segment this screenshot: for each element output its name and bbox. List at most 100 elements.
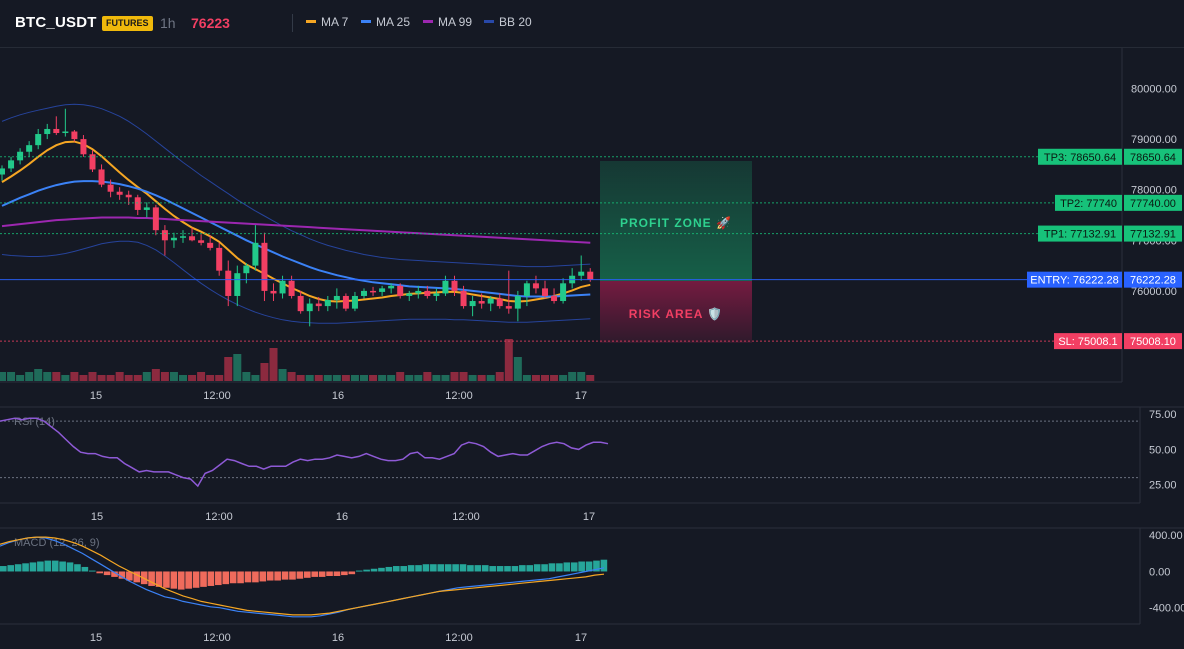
- candle-body: [551, 295, 558, 302]
- candle-body: [460, 290, 467, 307]
- macd-histogram-bar: [200, 571, 207, 587]
- candle-body: [333, 295, 340, 301]
- macd-histogram-bar: [593, 560, 600, 572]
- candle-body: [578, 271, 585, 276]
- profit-zone: [600, 161, 752, 281]
- volume-bar: [360, 375, 368, 381]
- level-price-tp2: 77740.00: [1130, 198, 1176, 210]
- candle-body: [62, 131, 69, 134]
- legend-ma7[interactable]: MA 7: [306, 15, 348, 29]
- macd-histogram-bar: [563, 562, 571, 572]
- legend-ma25[interactable]: MA 25: [361, 15, 410, 29]
- level-tag-entry: ENTRY: 76222.28: [1030, 275, 1118, 287]
- candle-body: [478, 301, 485, 304]
- volume-bar: [423, 372, 432, 381]
- candle-body: [116, 191, 123, 195]
- volume-bar: [251, 375, 260, 381]
- candle-body: [505, 306, 512, 309]
- time-tick-label: 17: [583, 511, 595, 523]
- legend-bb20[interactable]: BB 20: [484, 15, 532, 29]
- macd-histogram-bar: [467, 565, 474, 572]
- macd-histogram-bar: [400, 566, 408, 572]
- candle-body: [324, 300, 331, 307]
- volume-bar: [179, 375, 187, 381]
- macd-series: 400.00 0.00 -400.00: [0, 530, 1184, 618]
- candle-body: [161, 230, 168, 241]
- candle-body: [342, 295, 349, 309]
- volume-bar: [88, 372, 97, 381]
- rsi-line: [0, 417, 609, 488]
- candle-body: [98, 169, 105, 185]
- volume-bar: [160, 372, 169, 381]
- macd-histogram-bar: [348, 571, 356, 575]
- volume-bar: [495, 372, 504, 381]
- level-price-bg-entry: [1124, 271, 1182, 288]
- candle-body: [388, 285, 395, 289]
- volume-bar: [197, 372, 206, 381]
- volume-bar: [142, 372, 151, 381]
- price-pane[interactable]: 80000.0079000.0078000.0077000.0076000.00…: [0, 48, 1182, 382]
- volume-bar: [7, 372, 16, 381]
- volume-bar: [550, 375, 559, 381]
- chart-header: BTC_USDT FUTURES 1h 76223 MA 7 MA 25 MA …: [0, 0, 1184, 48]
- volume-bar: [124, 375, 133, 381]
- macd-histogram-bar: [163, 571, 170, 588]
- candle-body: [523, 283, 530, 296]
- ma-line: [1, 216, 591, 244]
- macd-histogram-bar: [326, 571, 333, 576]
- legend-ma99[interactable]: MA 99: [423, 15, 472, 29]
- volume-bar: [215, 375, 224, 381]
- rsi-tick-label: 25.00: [1149, 480, 1177, 492]
- candle-body: [198, 240, 205, 243]
- candle-body: [587, 271, 594, 280]
- candle-body: [170, 237, 177, 241]
- volume-bar: [531, 375, 540, 381]
- volume-bar: [52, 372, 61, 381]
- macd-histogram-bar: [44, 560, 52, 572]
- macd-pane[interactable]: MACD (12, 26, 9) 400.00 0.00 -400.00: [0, 528, 1184, 624]
- macd-histogram-bar: [333, 571, 341, 576]
- macd-histogram-bar: [355, 570, 363, 572]
- candle-body: [351, 295, 358, 309]
- chart-canvas[interactable]: 80000.0079000.0078000.0077000.0076000.00…: [0, 48, 1184, 649]
- macd-histogram-bar: [526, 565, 534, 572]
- trade-levels: TP3: 78650.64 78650.64 TP2: 77740 77740.00 T…: [0, 148, 1182, 350]
- volume-bar: [332, 375, 341, 381]
- volume-bar: [432, 375, 441, 381]
- macd-histogram-bar: [177, 571, 185, 590]
- timeframe-label[interactable]: 1h: [160, 15, 176, 31]
- macd-histogram-bar: [289, 571, 296, 580]
- candle-body: [17, 151, 24, 161]
- level-tag-tp1: TP1: 77132.91: [1044, 229, 1116, 241]
- time-tick-label: 16: [332, 632, 344, 644]
- candle-body: [306, 303, 313, 312]
- candle-body: [225, 270, 232, 296]
- symbol-label[interactable]: BTC_USDT: [15, 14, 97, 31]
- macd-histogram-bar: [229, 571, 237, 584]
- volume-bar: [341, 375, 350, 381]
- volume-bar: [314, 375, 323, 381]
- level-price-bg-tp3: [1124, 148, 1182, 165]
- macd-tick-label: -400.00: [1149, 603, 1184, 615]
- macd-histogram-bar: [407, 565, 415, 572]
- macd-histogram-bar: [548, 563, 556, 572]
- macd-histogram-bar: [103, 571, 111, 576]
- level-tag-bg-tp1: [1038, 225, 1122, 242]
- candle-body: [542, 288, 548, 296]
- macd-histogram-bar: [541, 564, 548, 572]
- volume-bar: [504, 339, 513, 381]
- profit-zone-label: PROFIT ZONE 🚀: [620, 216, 732, 230]
- last-price: 76223: [191, 15, 230, 31]
- trade-zones: PROFIT ZONE 🚀 RISK AREA 🛡️: [600, 161, 752, 343]
- candle-body: [35, 134, 42, 146]
- legend-ma7-label: MA 7: [321, 15, 349, 29]
- macd-histogram-bar: [37, 561, 44, 572]
- candle-body: [361, 290, 367, 296]
- volume-bar: [233, 354, 242, 381]
- volume-bar: [79, 375, 88, 381]
- macd-histogram-bar: [489, 566, 496, 572]
- candle-body: [297, 295, 304, 312]
- time-tick-label: 16: [336, 511, 348, 523]
- time-tick-label: 12:00: [445, 632, 473, 644]
